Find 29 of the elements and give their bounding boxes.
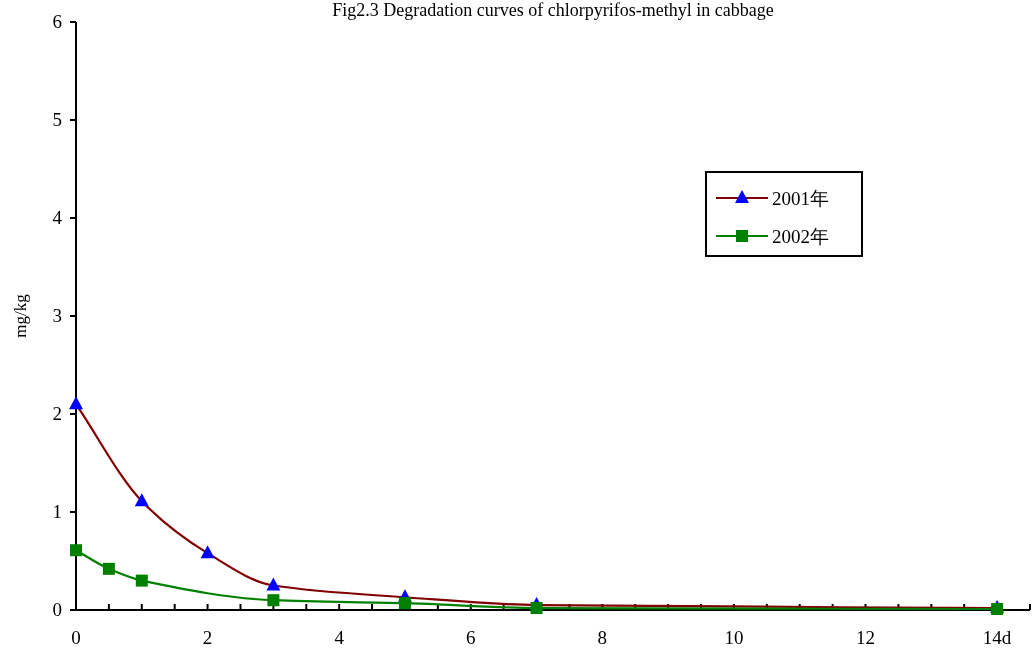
title: Fig2.3 Degradation curves of chlorpyrifos-methyl in cabbage xyxy=(332,0,774,20)
y-tick-label: 3 xyxy=(52,305,62,326)
y-tick-label: 4 xyxy=(52,207,63,228)
point xyxy=(266,577,281,591)
point xyxy=(135,574,148,587)
point xyxy=(70,544,82,557)
x-tick-label: 12 xyxy=(856,627,876,648)
y-axis-title: mg/kg xyxy=(11,293,30,338)
x-tick-label: 4 xyxy=(334,627,345,648)
x-tick-label: 8 xyxy=(597,627,608,648)
y-tick-label: 6 xyxy=(52,11,62,32)
x-tick-label: 14d xyxy=(982,627,1012,648)
legend-label: 2001年 xyxy=(772,188,829,209)
x-tick-label: 10 xyxy=(724,627,744,648)
y-tick-label: 0 xyxy=(52,599,62,620)
point xyxy=(69,396,83,410)
y-tick-label: 2 xyxy=(52,403,62,424)
point xyxy=(134,493,149,507)
point xyxy=(200,545,215,559)
point xyxy=(530,602,543,615)
x-tick-label: 0 xyxy=(71,627,81,648)
y-tick-label: 5 xyxy=(52,109,62,130)
x-tick-label: 2 xyxy=(202,627,213,648)
x-tick-label: 6 xyxy=(466,627,476,648)
point xyxy=(398,597,411,610)
point xyxy=(102,562,115,575)
y-tick-label: 1 xyxy=(52,501,62,522)
point xyxy=(267,594,280,607)
legend-label: 2002年 xyxy=(772,226,829,247)
